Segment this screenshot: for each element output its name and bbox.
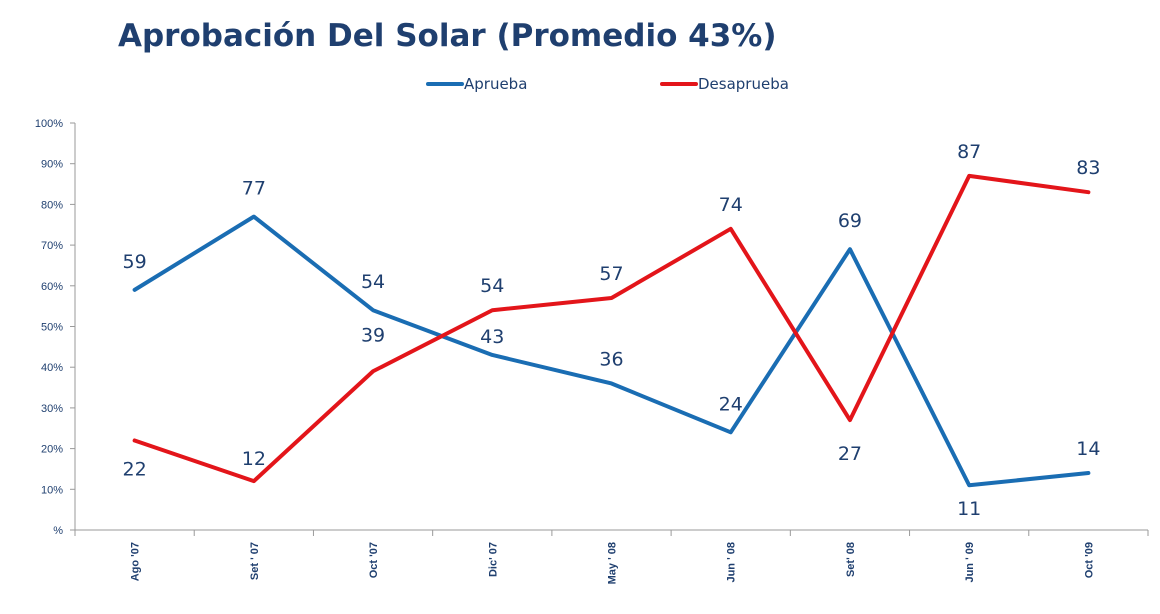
x-tick-label: Dic' 07 [487,542,499,577]
x-tick-label: Oct '07 [368,542,380,578]
chart-title: Aprobación Del Solar (Promedio 43%) [118,18,777,54]
data-label-desaprueba: 27 [838,443,862,465]
x-tick-label: Jun ' 08 [726,542,738,583]
data-label-desaprueba: 39 [361,324,385,346]
x-tick-label: Set' 08 [845,542,857,577]
x-tick-label: Jun ' 09 [964,542,976,583]
data-labels: 59 77 54 43 36 24 69 11 14 22 12 39 54 57 74 27 87 83 [123,141,1101,520]
x-tick-label: Ago '07 [130,542,142,581]
y-axis: % 10% 20% 30% 40% 50% 60% 70% 80% 90% 100% [35,118,76,537]
x-tick-label: Set ' 07 [249,542,261,580]
legend-label-desaprueba: Desaprueba [698,75,789,93]
y-tick-label: 50% [41,322,63,334]
x-tick-label: May ' 08 [607,542,619,584]
data-label-desaprueba: 83 [1076,157,1100,179]
legend: Aprueba Desaprueba [426,75,789,93]
x-tick-label: Oct '09 [1083,542,1095,578]
series-line-aprueba [132,214,1091,488]
data-label-desaprueba: 22 [123,458,147,480]
data-label-aprueba: 14 [1076,438,1100,460]
y-tick-label: 100% [35,118,63,130]
data-label-aprueba: 54 [361,271,385,293]
data-label-aprueba: 11 [957,498,981,520]
y-tick-label: 30% [41,403,63,415]
data-label-desaprueba: 87 [957,141,981,163]
y-tick-label: 10% [41,484,63,496]
y-tick-label: 90% [41,159,63,171]
y-tick-label: 60% [41,281,63,293]
data-label-aprueba: 77 [242,178,266,200]
data-label-aprueba: 24 [719,393,743,415]
legend-label-aprueba: Aprueba [464,75,527,93]
data-label-desaprueba: 74 [719,194,743,216]
y-tick-label: 80% [41,199,63,211]
y-tick-label: 70% [41,240,63,252]
data-label-aprueba: 36 [599,348,623,370]
data-label-desaprueba: 57 [599,263,623,285]
data-label-desaprueba: 54 [480,275,504,297]
series-line-desaprueba [132,173,1091,484]
y-tick-label: % [53,525,63,537]
data-label-aprueba: 43 [480,326,504,348]
x-axis: Ago '07 Set ' 07 Oct '07 Dic' 07 May ' 08 Jun… [74,529,1149,584]
data-label-aprueba: 59 [123,251,147,273]
y-tick-label: 40% [41,362,63,374]
data-label-aprueba: 69 [838,210,862,232]
data-label-desaprueba: 12 [242,448,266,470]
y-tick-label: 20% [41,444,63,456]
series-layer [132,173,1091,488]
